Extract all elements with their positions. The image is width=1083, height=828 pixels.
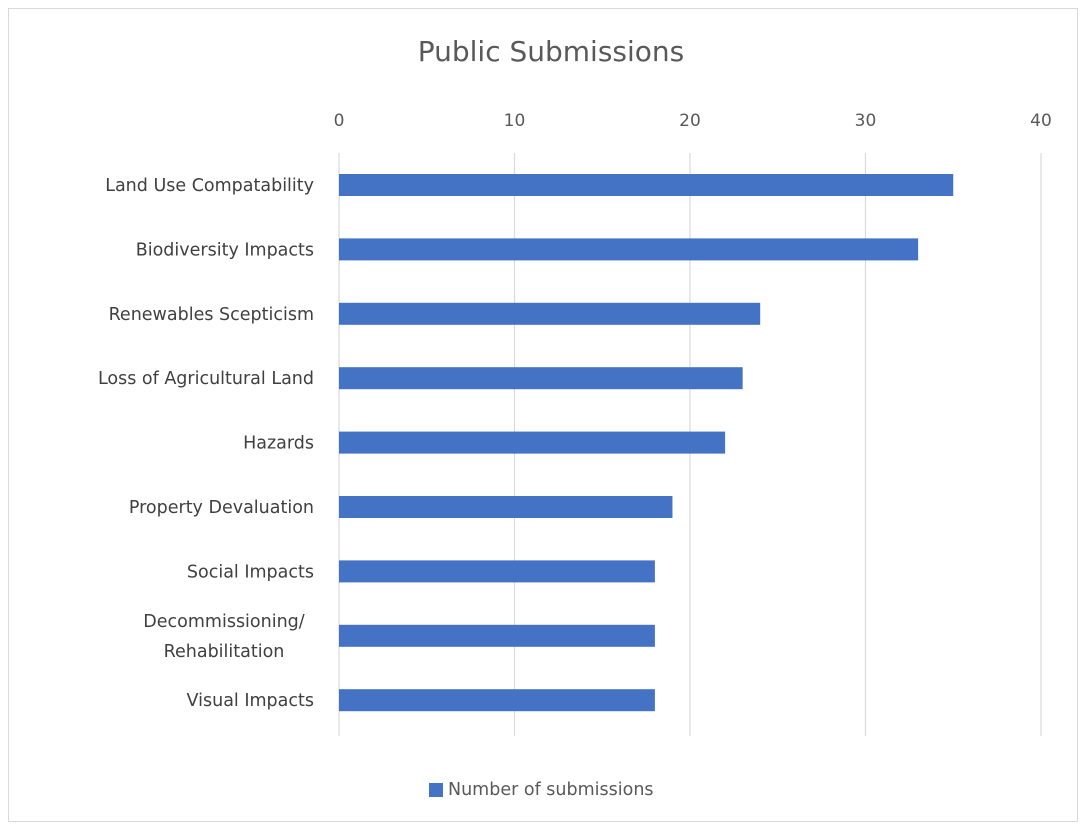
- x-tick-label: 30: [855, 111, 877, 131]
- bar: [339, 496, 673, 518]
- bar: [339, 174, 954, 196]
- category-label: Renewables Scepticism: [109, 305, 314, 325]
- bar: [339, 624, 655, 647]
- x-tick-label: 10: [504, 111, 526, 131]
- chart-frame: [8, 8, 1078, 822]
- x-axis-ticks: 0 10 20 30 40: [334, 111, 1052, 131]
- legend-label: Number of submissions: [448, 780, 654, 800]
- category-label: Biodiversity Impacts: [136, 240, 314, 260]
- category-label: Loss of Agricultural Land: [98, 369, 314, 389]
- legend-swatch: [429, 783, 443, 797]
- bar: [339, 689, 655, 712]
- category-label: Decommissioning/Rehabilitation: [143, 612, 304, 662]
- bar: [339, 560, 655, 583]
- category-label: Social Impacts: [187, 562, 314, 582]
- bar: [339, 431, 726, 454]
- category-label: Land Use Compatability: [105, 176, 314, 196]
- legend: Number of submissions: [429, 780, 654, 800]
- category-label: Hazards: [243, 434, 314, 454]
- category-label: Property Devaluation: [129, 498, 314, 518]
- x-tick-label: 0: [334, 111, 345, 131]
- bar: [339, 238, 919, 261]
- category-labels: Land Use Compatability Biodiversity Impac…: [98, 176, 314, 711]
- bar: [339, 367, 743, 390]
- bars: [339, 174, 954, 712]
- chart-title: Public Submissions: [418, 35, 685, 68]
- category-label: Visual Impacts: [187, 691, 314, 711]
- bar: [339, 302, 761, 325]
- x-tick-label: 40: [1030, 111, 1052, 131]
- x-tick-label: 20: [679, 111, 701, 131]
